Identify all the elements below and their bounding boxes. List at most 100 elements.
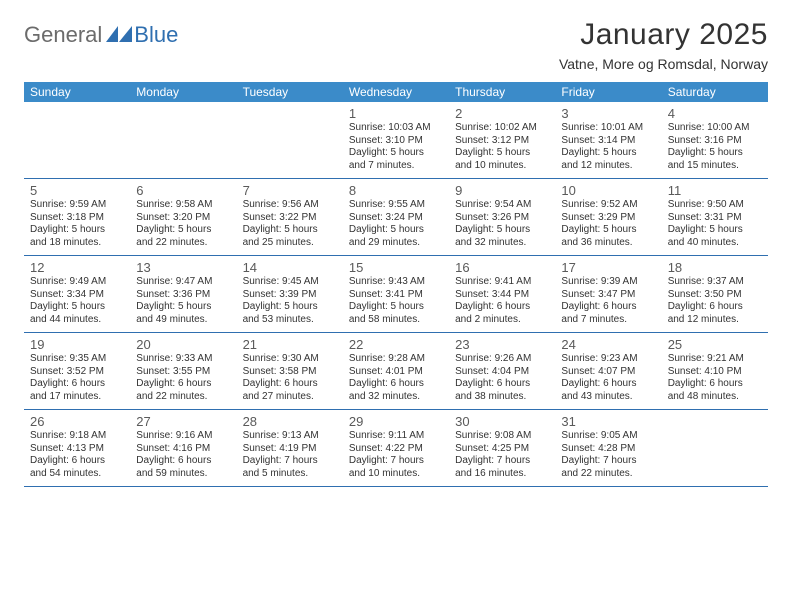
day-details: Sunrise: 9:50 AMSunset: 3:31 PMDaylight:…	[668, 199, 762, 249]
day-number: 1	[349, 106, 443, 121]
day-number: 25	[668, 337, 762, 352]
day-cell: 23Sunrise: 9:26 AMSunset: 4:04 PMDayligh…	[449, 333, 555, 409]
weekday-header: Monday	[130, 82, 236, 102]
week-row: 19Sunrise: 9:35 AMSunset: 3:52 PMDayligh…	[24, 333, 768, 410]
day-cell	[662, 410, 768, 486]
day-cell: 14Sunrise: 9:45 AMSunset: 3:39 PMDayligh…	[237, 256, 343, 332]
day-number: 21	[243, 337, 337, 352]
day-number: 26	[30, 414, 124, 429]
day-details: Sunrise: 10:00 AMSunset: 3:16 PMDaylight…	[668, 122, 762, 172]
day-cell: 8Sunrise: 9:55 AMSunset: 3:24 PMDaylight…	[343, 179, 449, 255]
day-cell: 25Sunrise: 9:21 AMSunset: 4:10 PMDayligh…	[662, 333, 768, 409]
day-number: 18	[668, 260, 762, 275]
day-details: Sunrise: 9:28 AMSunset: 4:01 PMDaylight:…	[349, 353, 443, 403]
day-cell: 1Sunrise: 10:03 AMSunset: 3:10 PMDayligh…	[343, 102, 449, 178]
page-subtitle: Vatne, More og Romsdal, Norway	[559, 56, 768, 72]
day-details: Sunrise: 9:11 AMSunset: 4:22 PMDaylight:…	[349, 430, 443, 480]
day-number: 3	[561, 106, 655, 121]
day-cell: 7Sunrise: 9:56 AMSunset: 3:22 PMDaylight…	[237, 179, 343, 255]
day-cell: 26Sunrise: 9:18 AMSunset: 4:13 PMDayligh…	[24, 410, 130, 486]
day-cell: 20Sunrise: 9:33 AMSunset: 3:55 PMDayligh…	[130, 333, 236, 409]
day-details: Sunrise: 9:23 AMSunset: 4:07 PMDaylight:…	[561, 353, 655, 403]
logo-sail-icon	[106, 26, 132, 42]
day-cell: 17Sunrise: 9:39 AMSunset: 3:47 PMDayligh…	[555, 256, 661, 332]
day-number: 9	[455, 183, 549, 198]
day-cell: 29Sunrise: 9:11 AMSunset: 4:22 PMDayligh…	[343, 410, 449, 486]
day-number: 29	[349, 414, 443, 429]
day-number: 27	[136, 414, 230, 429]
day-cell: 28Sunrise: 9:13 AMSunset: 4:19 PMDayligh…	[237, 410, 343, 486]
day-number: 14	[243, 260, 337, 275]
day-details: Sunrise: 9:30 AMSunset: 3:58 PMDaylight:…	[243, 353, 337, 403]
day-details: Sunrise: 9:54 AMSunset: 3:26 PMDaylight:…	[455, 199, 549, 249]
logo-word-blue: Blue	[134, 22, 178, 48]
day-details: Sunrise: 9:43 AMSunset: 3:41 PMDaylight:…	[349, 276, 443, 326]
day-cell: 19Sunrise: 9:35 AMSunset: 3:52 PMDayligh…	[24, 333, 130, 409]
day-cell	[130, 102, 236, 178]
day-number: 10	[561, 183, 655, 198]
day-cell: 4Sunrise: 10:00 AMSunset: 3:16 PMDayligh…	[662, 102, 768, 178]
weekday-header: Thursday	[449, 82, 555, 102]
day-cell: 10Sunrise: 9:52 AMSunset: 3:29 PMDayligh…	[555, 179, 661, 255]
day-number: 4	[668, 106, 762, 121]
day-number: 15	[349, 260, 443, 275]
weekday-header: Saturday	[662, 82, 768, 102]
day-details: Sunrise: 9:56 AMSunset: 3:22 PMDaylight:…	[243, 199, 337, 249]
day-number: 16	[455, 260, 549, 275]
day-number: 7	[243, 183, 337, 198]
day-cell: 31Sunrise: 9:05 AMSunset: 4:28 PMDayligh…	[555, 410, 661, 486]
day-cell: 2Sunrise: 10:02 AMSunset: 3:12 PMDayligh…	[449, 102, 555, 178]
weekday-header: Sunday	[24, 82, 130, 102]
title-block: January 2025 Vatne, More og Romsdal, Nor…	[559, 18, 768, 72]
day-details: Sunrise: 9:13 AMSunset: 4:19 PMDaylight:…	[243, 430, 337, 480]
day-cell: 6Sunrise: 9:58 AMSunset: 3:20 PMDaylight…	[130, 179, 236, 255]
day-details: Sunrise: 9:59 AMSunset: 3:18 PMDaylight:…	[30, 199, 124, 249]
day-details: Sunrise: 9:35 AMSunset: 3:52 PMDaylight:…	[30, 353, 124, 403]
day-cell: 18Sunrise: 9:37 AMSunset: 3:50 PMDayligh…	[662, 256, 768, 332]
day-details: Sunrise: 9:33 AMSunset: 3:55 PMDaylight:…	[136, 353, 230, 403]
day-number: 19	[30, 337, 124, 352]
day-details: Sunrise: 10:03 AMSunset: 3:10 PMDaylight…	[349, 122, 443, 172]
day-number: 30	[455, 414, 549, 429]
weekday-header: Tuesday	[237, 82, 343, 102]
day-number: 11	[668, 183, 762, 198]
day-details: Sunrise: 9:37 AMSunset: 3:50 PMDaylight:…	[668, 276, 762, 326]
page-title: January 2025	[559, 18, 768, 52]
week-row: 12Sunrise: 9:49 AMSunset: 3:34 PMDayligh…	[24, 256, 768, 333]
week-row: 5Sunrise: 9:59 AMSunset: 3:18 PMDaylight…	[24, 179, 768, 256]
day-number: 20	[136, 337, 230, 352]
day-details: Sunrise: 9:47 AMSunset: 3:36 PMDaylight:…	[136, 276, 230, 326]
day-details: Sunrise: 9:39 AMSunset: 3:47 PMDaylight:…	[561, 276, 655, 326]
day-details: Sunrise: 10:01 AMSunset: 3:14 PMDaylight…	[561, 122, 655, 172]
day-details: Sunrise: 9:05 AMSunset: 4:28 PMDaylight:…	[561, 430, 655, 480]
day-cell	[237, 102, 343, 178]
weekday-header: Wednesday	[343, 82, 449, 102]
day-number: 24	[561, 337, 655, 352]
day-details: Sunrise: 9:58 AMSunset: 3:20 PMDaylight:…	[136, 199, 230, 249]
day-details: Sunrise: 9:41 AMSunset: 3:44 PMDaylight:…	[455, 276, 549, 326]
day-details: Sunrise: 9:55 AMSunset: 3:24 PMDaylight:…	[349, 199, 443, 249]
day-details: Sunrise: 9:26 AMSunset: 4:04 PMDaylight:…	[455, 353, 549, 403]
day-number: 13	[136, 260, 230, 275]
day-details: Sunrise: 9:45 AMSunset: 3:39 PMDaylight:…	[243, 276, 337, 326]
weekday-header: Friday	[555, 82, 661, 102]
day-number: 6	[136, 183, 230, 198]
day-cell: 15Sunrise: 9:43 AMSunset: 3:41 PMDayligh…	[343, 256, 449, 332]
day-cell: 11Sunrise: 9:50 AMSunset: 3:31 PMDayligh…	[662, 179, 768, 255]
day-number: 8	[349, 183, 443, 198]
week-row: 1Sunrise: 10:03 AMSunset: 3:10 PMDayligh…	[24, 102, 768, 179]
day-details: Sunrise: 9:21 AMSunset: 4:10 PMDaylight:…	[668, 353, 762, 403]
top-bar: General Blue January 2025 Vatne, More og…	[24, 18, 768, 72]
week-row: 26Sunrise: 9:18 AMSunset: 4:13 PMDayligh…	[24, 410, 768, 487]
day-number: 28	[243, 414, 337, 429]
day-details: Sunrise: 9:18 AMSunset: 4:13 PMDaylight:…	[30, 430, 124, 480]
day-number: 17	[561, 260, 655, 275]
day-cell: 3Sunrise: 10:01 AMSunset: 3:14 PMDayligh…	[555, 102, 661, 178]
weekday-header-row: SundayMondayTuesdayWednesdayThursdayFrid…	[24, 82, 768, 102]
calendar-page: General Blue January 2025 Vatne, More og…	[0, 0, 792, 487]
day-number: 22	[349, 337, 443, 352]
day-number: 2	[455, 106, 549, 121]
calendar-grid: SundayMondayTuesdayWednesdayThursdayFrid…	[24, 82, 768, 487]
day-details: Sunrise: 9:08 AMSunset: 4:25 PMDaylight:…	[455, 430, 549, 480]
day-cell: 16Sunrise: 9:41 AMSunset: 3:44 PMDayligh…	[449, 256, 555, 332]
